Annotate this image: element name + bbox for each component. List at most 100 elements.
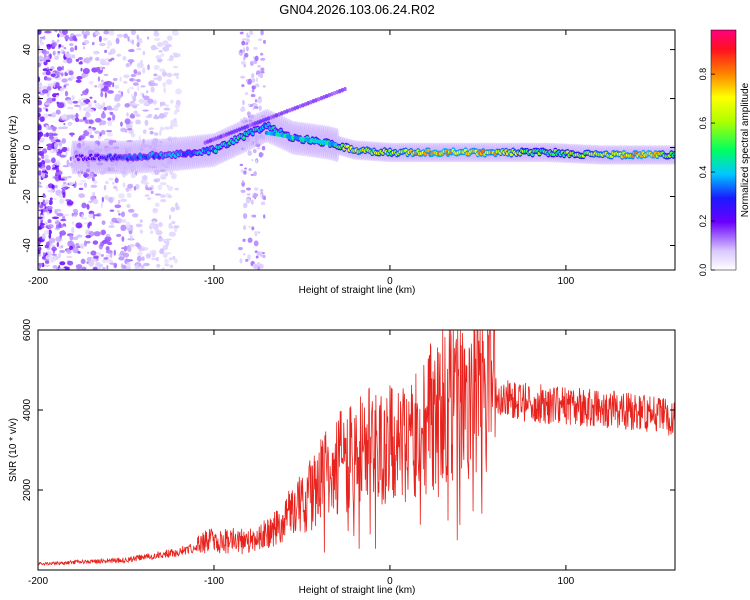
noise-blob (149, 130, 154, 135)
noise-blob (93, 100, 97, 104)
noise-blob (118, 256, 125, 261)
noise-blob (112, 197, 115, 200)
noise-blob (52, 50, 56, 56)
branch-blob (222, 133, 226, 138)
noise-blob (66, 200, 74, 206)
noise-blob (173, 225, 180, 229)
noise-blob (166, 35, 173, 41)
noise-blob (74, 45, 78, 51)
noise-blob (113, 185, 117, 190)
noise-blob (46, 86, 52, 91)
noise-blob (116, 210, 120, 213)
noise-blob (157, 178, 161, 182)
noise-blob (61, 78, 68, 83)
noise-blob (245, 38, 250, 44)
noise-blob (58, 141, 63, 147)
branch-blob (335, 89, 339, 95)
noise-blob (65, 52, 71, 58)
noise-blob (121, 236, 125, 242)
noise-blob (58, 267, 66, 270)
branch-blob (256, 120, 260, 125)
noise-blob (173, 72, 180, 77)
noise-blob (241, 38, 247, 41)
noise-blob (129, 243, 135, 248)
noise-blob (64, 71, 67, 77)
ridge-core (242, 136, 246, 140)
noise-blob (62, 51, 66, 55)
noise-blob (176, 76, 179, 79)
branch-blob (280, 111, 284, 116)
branch-blob (243, 125, 247, 130)
noise-blob (118, 212, 121, 216)
noise-blob (246, 32, 249, 38)
noise-blob (106, 105, 112, 111)
noise-blob (104, 62, 111, 66)
branch-blob (229, 130, 234, 135)
noise-blob (38, 216, 43, 220)
branch-blob (214, 136, 218, 141)
noise-blob (71, 54, 76, 59)
noise-blob (69, 43, 74, 47)
noise-blob (136, 255, 142, 262)
noise-blob (44, 260, 50, 264)
noise-blob (141, 174, 148, 181)
noise-blob (150, 86, 155, 93)
noise-blob (99, 263, 104, 268)
noise-blob (84, 100, 89, 105)
noise-blob (172, 31, 175, 36)
noise-blob (59, 145, 63, 150)
noise-blob (170, 172, 177, 180)
branch-blob (322, 94, 326, 100)
noise-blob (69, 47, 75, 53)
noise-blob (125, 265, 131, 270)
noise-blob (246, 79, 249, 83)
noise-blob (249, 60, 254, 66)
noise-blob (135, 223, 143, 228)
noise-blob (51, 216, 60, 220)
noise-blob (66, 255, 73, 259)
noise-blob (150, 79, 155, 84)
branch-blob (306, 101, 310, 106)
noise-blob (61, 65, 64, 71)
noise-blob (38, 76, 41, 83)
noise-blob (121, 247, 125, 250)
noise-blob (55, 139, 61, 143)
noise-blob (84, 30, 91, 36)
branch-blob (293, 106, 297, 111)
colorbar-gradient (710, 29, 737, 271)
noise-blob (109, 262, 116, 265)
noise-blob (72, 246, 79, 254)
x-tick-label: -200 (28, 276, 48, 287)
colorbar-label: Normalized spectral amplitude (740, 82, 750, 217)
noise-blob (129, 113, 136, 119)
y-tick-label: 6000 (22, 318, 33, 341)
noise-blob (68, 175, 72, 179)
branch-blob (269, 115, 273, 120)
noise-blob (247, 150, 253, 156)
noise-blob (45, 185, 49, 189)
noise-blob (85, 111, 89, 115)
y-tick-label: 20 (22, 93, 33, 105)
noise-blob (149, 230, 154, 235)
noise-blob (105, 181, 109, 185)
branch-blob (245, 124, 250, 129)
noise-blob (59, 154, 67, 158)
noise-blob (38, 151, 45, 157)
noise-blob (159, 181, 167, 186)
noise-blob (251, 159, 254, 162)
noise-blob (56, 94, 59, 99)
colorbar-tick-label: 0.2 (698, 215, 708, 228)
noise-blob (258, 105, 262, 111)
noise-blob (153, 37, 161, 42)
noise-blob (122, 172, 127, 178)
branch-blob (295, 105, 300, 110)
noise-blob (248, 225, 251, 228)
noise-blob (48, 135, 54, 140)
noise-blob (136, 62, 144, 69)
spectrogram-xlabel: Height of straight line (km) (299, 285, 416, 296)
noise-blob (139, 219, 143, 223)
branch-blob (317, 97, 321, 102)
x-tick-label: -100 (204, 576, 224, 587)
branch-blob (211, 137, 215, 142)
noise-blob (47, 83, 55, 87)
